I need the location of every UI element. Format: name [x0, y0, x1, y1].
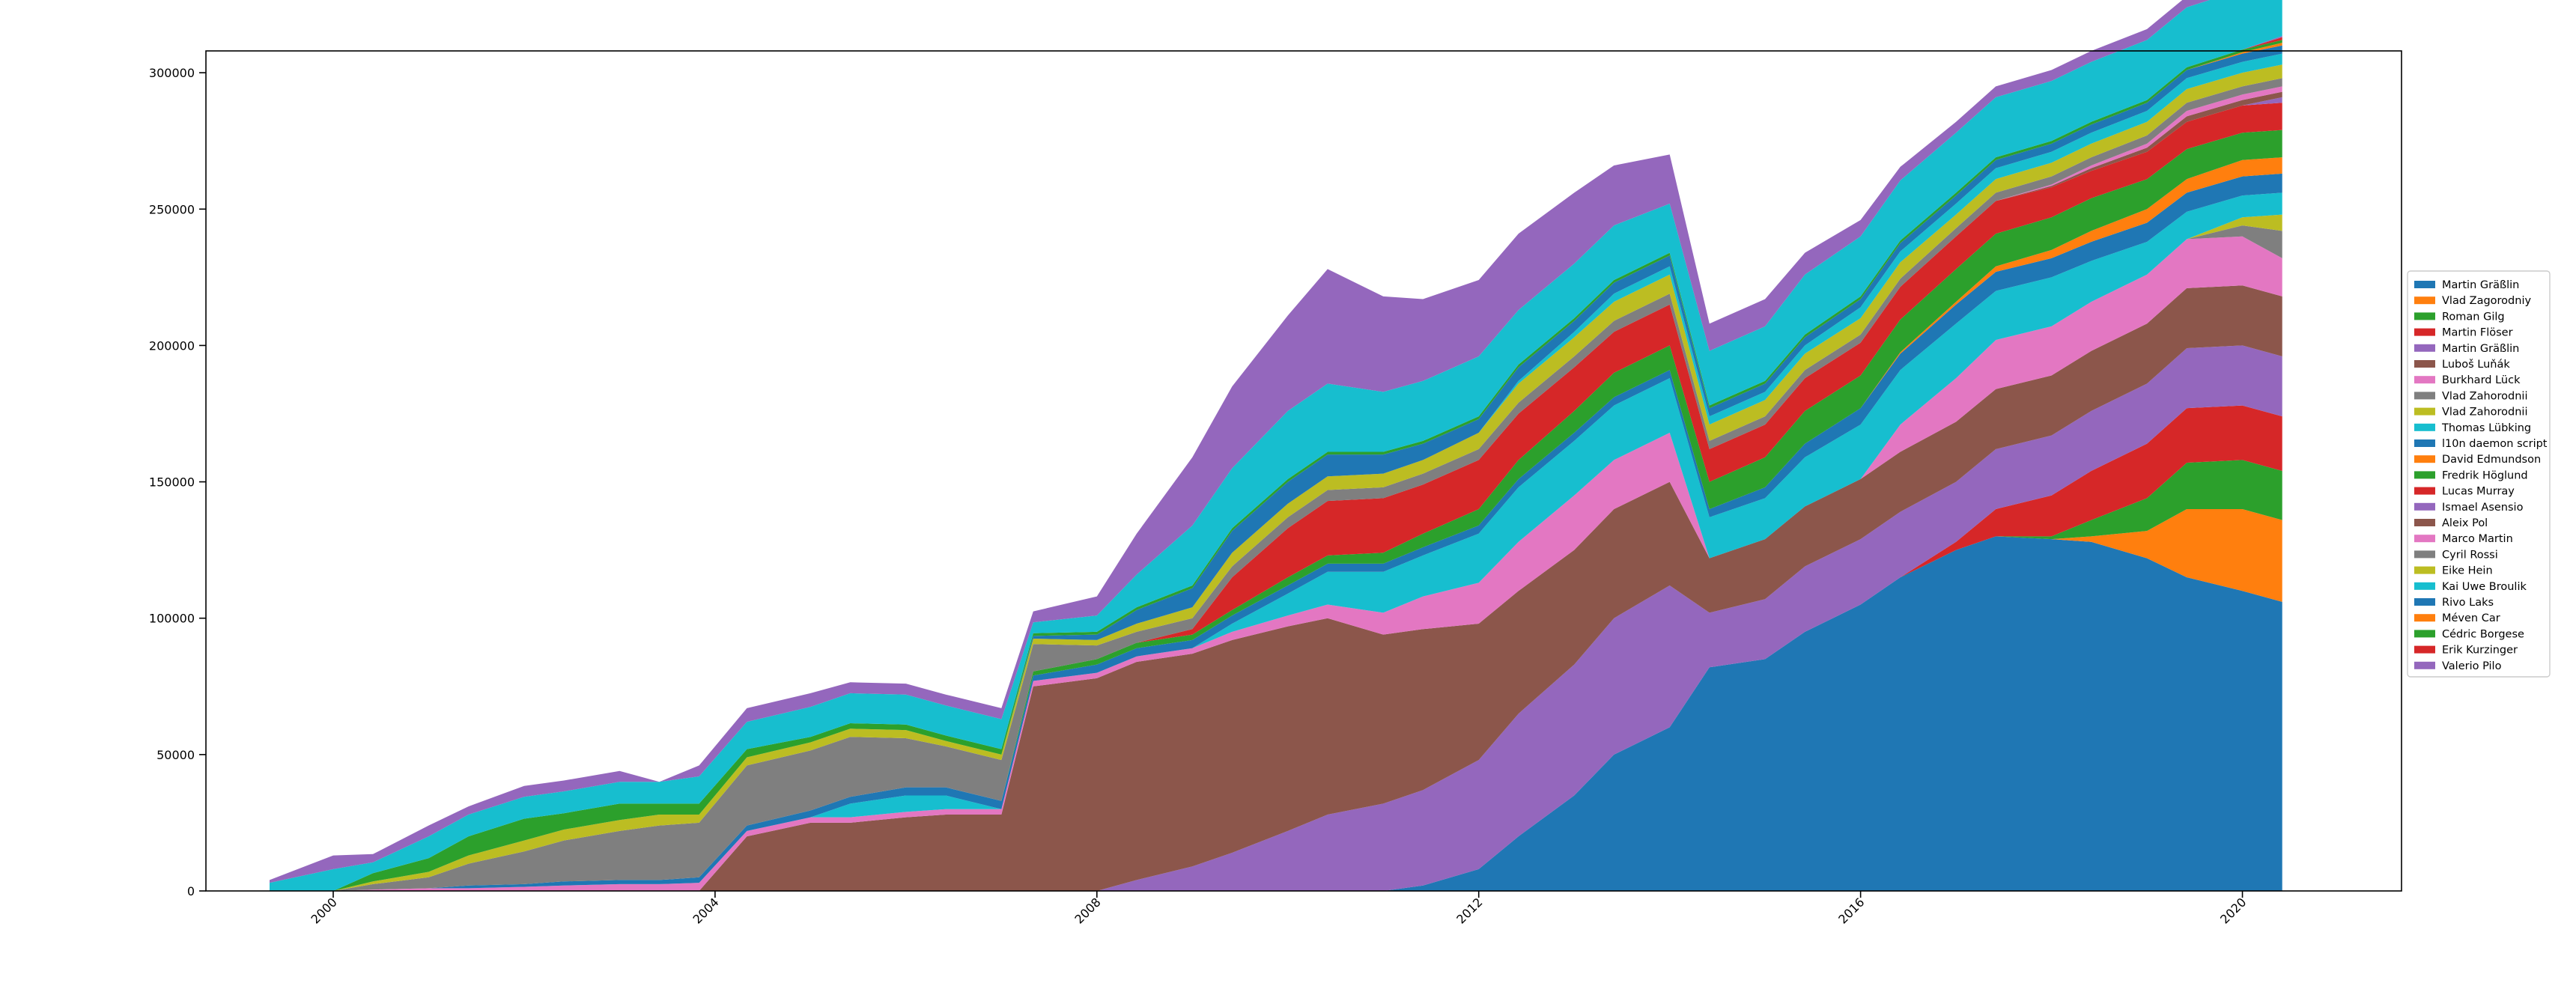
legend-frame: [2407, 270, 2551, 678]
legend-label: David Edmundson: [2442, 454, 2541, 466]
series-area-5: [270, 285, 2282, 891]
legend-swatch: [2414, 376, 2435, 384]
legend-swatch: [2414, 423, 2435, 431]
y-tick-label: 300000: [149, 66, 195, 80]
legend-swatch: [2414, 614, 2435, 622]
legend-label: Lucas Murray: [2442, 486, 2515, 498]
series-area-25: [270, 0, 2282, 891]
legend-swatch: [2414, 566, 2435, 574]
legend-label: Roman Gilg: [2442, 311, 2505, 323]
legend-label: Eike Hein: [2442, 565, 2493, 577]
legend-label: Cédric Borgese: [2442, 628, 2524, 640]
legend-swatch: [2414, 630, 2435, 638]
legend-label: Kai Uwe Broulik: [2442, 581, 2527, 593]
legend-swatch: [2414, 487, 2435, 495]
legend-swatch: [2414, 328, 2435, 336]
legend-swatch: [2414, 471, 2435, 479]
legend-label: Luboš Luňák: [2442, 359, 2510, 371]
legend-label: Aleix Pol: [2442, 517, 2488, 529]
legend-swatch: [2414, 407, 2435, 416]
legend-label: Valerio Pilo: [2442, 660, 2502, 672]
legend-swatch: [2414, 582, 2435, 590]
y-tick-label: 200000: [149, 338, 195, 353]
series-area-26: [270, 0, 2210, 883]
legend-swatch: [2414, 296, 2435, 305]
series-areas: [270, 0, 2282, 892]
legend-label: Méven Car: [2442, 612, 2500, 624]
y-tick-label: 100000: [149, 612, 195, 626]
legend-label: Marco Martin: [2442, 533, 2513, 545]
legend-swatch: [2414, 502, 2435, 511]
legend-label: Vlad Zahorodnii: [2442, 407, 2528, 419]
y-tick-label: 50000: [157, 748, 195, 762]
legend-label: Burkhard Lück: [2442, 374, 2521, 386]
series-area-0: [270, 536, 2282, 891]
legend-swatch: [2414, 535, 2435, 543]
legend-label: Ismael Asensio: [2442, 502, 2524, 514]
legend-label: Thomas Lübking: [2441, 422, 2531, 434]
series-area-12: [270, 130, 2282, 892]
legend-label: Fredrik Höglund: [2442, 469, 2528, 481]
legend-swatch: [2414, 281, 2435, 288]
legend-label: Cyril Rossi: [2442, 549, 2498, 561]
legend-label: Erik Kurzinger: [2442, 645, 2518, 657]
series-area-20: [270, 45, 2282, 892]
legend-label: Rivo Laks: [2442, 597, 2494, 609]
legend-label: Martin Gräßlin: [2442, 279, 2519, 291]
legend-label: Vlad Zahorodnii: [2442, 390, 2528, 402]
legend: Martin Gräßlin Vlad Zagorodniy Roman Gilg M…: [2407, 270, 2551, 678]
legend-label: Vlad Zagorodniy: [2442, 295, 2531, 307]
legend-swatch: [2414, 550, 2435, 559]
y-tick-label: 250000: [149, 202, 195, 216]
legend-label: Martin Flöser: [2442, 327, 2513, 339]
legend-swatch: [2414, 519, 2435, 526]
legend-label: Martin Gräßlin: [2442, 343, 2519, 355]
y-tick-label: 0: [187, 884, 195, 898]
legend-swatch: [2414, 439, 2435, 447]
legend-swatch: [2414, 312, 2435, 320]
legend-swatch: [2414, 645, 2435, 654]
series-area-13: [270, 103, 2282, 892]
plot-frame: [205, 50, 2402, 892]
y-tick-label: 150000: [149, 475, 195, 490]
legend-swatch: [2414, 392, 2435, 400]
y-axis: 0 50000 100000 150000 200000 250000 300000: [149, 66, 206, 898]
legend-swatch: [2414, 598, 2435, 606]
legend-swatch: [2414, 661, 2435, 669]
legend-label: l10n daemon script: [2442, 438, 2548, 450]
legend-swatch: [2414, 455, 2435, 463]
legend-swatch: [2414, 360, 2435, 368]
legend-swatch: [2414, 344, 2435, 352]
